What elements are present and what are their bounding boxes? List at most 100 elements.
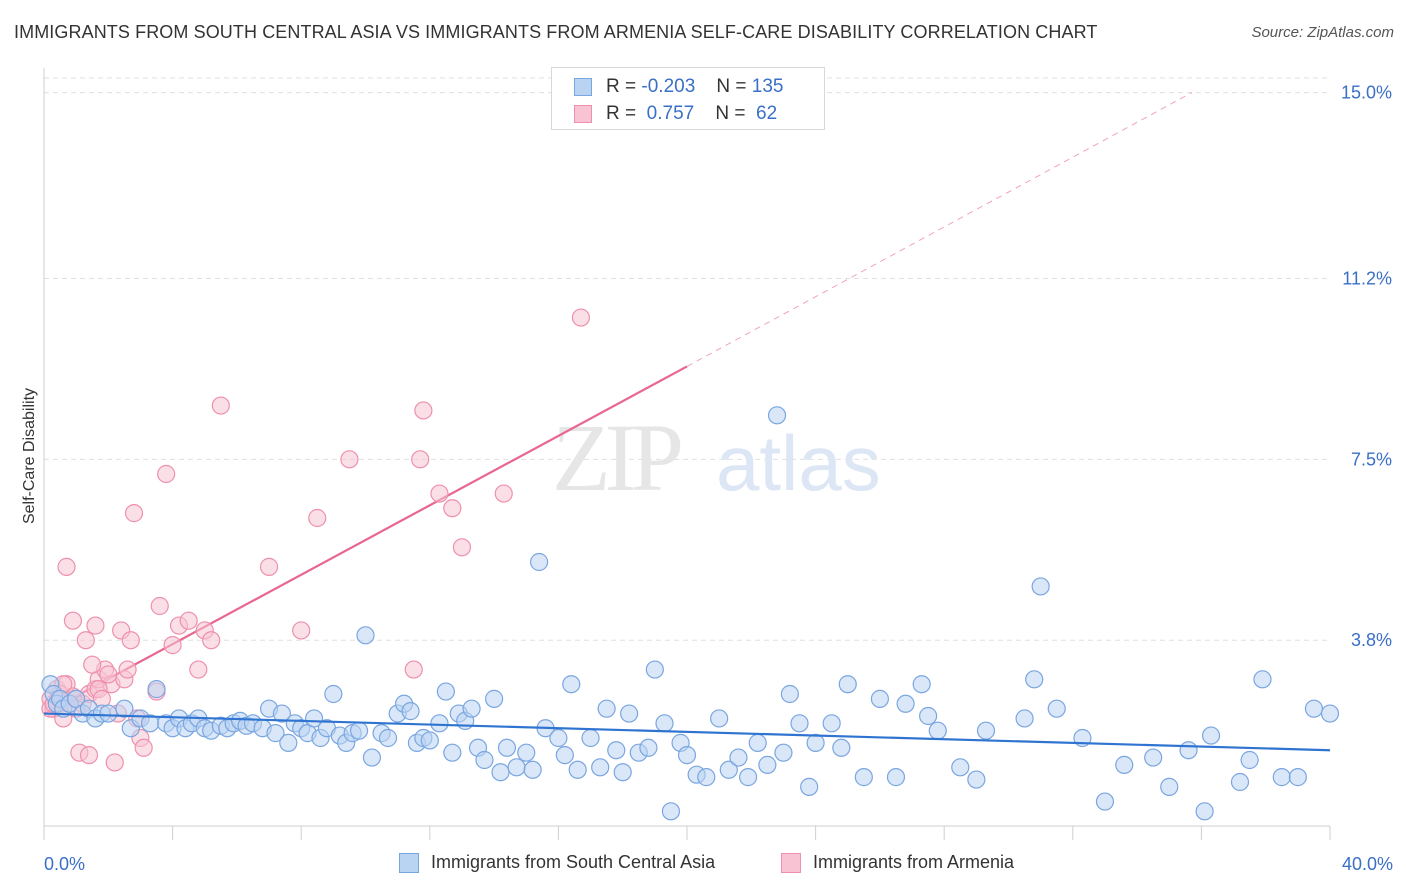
- south-central-asia-point: [591, 758, 610, 777]
- south-central-asia-point: [758, 755, 777, 774]
- south-central-asia-point: [748, 733, 767, 752]
- south-central-asia-point: [462, 699, 481, 718]
- south-central-asia-point: [613, 763, 632, 782]
- south-central-asia-point: [719, 760, 738, 779]
- armenia-point: [308, 508, 327, 528]
- south-central-asia-point: [115, 699, 134, 718]
- south-central-asia-trend-line: [43, 712, 1331, 752]
- south-central-asia-point: [780, 684, 799, 704]
- bottom-legend-south-central-asia: Immigrants from South Central Asia: [399, 852, 715, 873]
- armenia-point: [63, 611, 83, 630]
- south-central-asia-point: [562, 675, 581, 694]
- legend-row-armenia: R = 0.757 N = 62: [574, 102, 777, 126]
- armenia-trend-solid: [43, 365, 688, 715]
- armenia-point: [105, 753, 124, 772]
- gridlines: [44, 77, 1330, 641]
- legend-r-value: -0.203: [641, 76, 696, 97]
- south-central-asia-point: [401, 702, 420, 721]
- south-central-asia-point: [886, 768, 906, 787]
- south-central-asia-point: [800, 777, 819, 796]
- south-central-asia-point: [523, 760, 542, 779]
- armenia-point: [414, 401, 433, 420]
- south-central-asia-point: [1253, 670, 1272, 689]
- south-central-asia-point: [99, 704, 118, 723]
- bottom-legend-swatch-pink: [781, 852, 801, 873]
- armenia-point: [79, 746, 99, 765]
- south-central-asia-point: [555, 746, 574, 765]
- south-central-asia-point: [661, 802, 681, 821]
- south-central-asia-point: [655, 714, 674, 733]
- armenia-point: [452, 538, 472, 557]
- south-central-asia-point: [1095, 792, 1115, 811]
- south-central-asia-point: [896, 694, 915, 713]
- south-central-asia-point: [1240, 750, 1259, 770]
- south-central-asia-point: [697, 768, 716, 787]
- armenia-point: [76, 631, 95, 650]
- armenia-point: [494, 484, 513, 503]
- armenia-point: [150, 596, 169, 616]
- legend-r-label: R =: [606, 76, 637, 97]
- y-tick-label: 15.0%: [1341, 83, 1392, 103]
- armenia-point: [571, 308, 591, 327]
- y-tick-label: 11.2%: [1342, 268, 1392, 288]
- armenia-point: [124, 504, 144, 523]
- south-central-asia-point: [324, 684, 343, 704]
- x-tick-label-min: 0.0%: [44, 854, 85, 874]
- south-central-asia-point: [639, 738, 658, 757]
- armenia-point: [134, 738, 153, 757]
- armenia-point: [179, 611, 198, 630]
- south-central-asia-point: [919, 706, 938, 726]
- south-central-asia-point: [266, 724, 285, 743]
- south-central-asia-trend-solid: [43, 712, 1331, 752]
- legend-n-value: 62: [750, 103, 778, 124]
- south-central-asia-point: [620, 704, 639, 723]
- south-central-asia-point: [549, 728, 568, 748]
- south-central-asia-point: [517, 743, 536, 762]
- south-central-asia-point: [443, 743, 462, 762]
- armenia-point: [57, 557, 76, 576]
- legend-r-value: 0.757: [641, 103, 695, 124]
- south-central-asia-point: [738, 768, 758, 787]
- south-central-asia-point: [491, 763, 510, 782]
- south-central-asia-point: [597, 699, 616, 718]
- y-axis-label: Self-Care Disability: [21, 388, 38, 524]
- y-tick-label: 7.5%: [1351, 449, 1392, 469]
- south-central-asia-point: [420, 731, 439, 750]
- south-central-asia-point: [729, 748, 748, 767]
- south-central-asia-point: [272, 704, 292, 723]
- bottom-legend-label-blue: Immigrants from South Central Asia: [431, 852, 716, 872]
- legend-n-label: N =: [715, 103, 746, 124]
- south-central-asia-point: [1160, 777, 1179, 796]
- south-central-asia-point: [356, 626, 375, 645]
- legend-n-value: 135: [751, 76, 784, 97]
- south-central-asia-point: [568, 760, 587, 779]
- armenia-point: [99, 665, 118, 684]
- x-tick-label-max: 40.0%: [1342, 854, 1393, 874]
- armenia-point: [163, 636, 182, 655]
- armenia-trend-line: [43, 92, 1192, 715]
- armenia-point: [340, 450, 359, 469]
- armenia-point: [121, 631, 140, 650]
- armenia-trend-dashed: [686, 92, 1192, 367]
- armenia-point: [118, 660, 137, 679]
- armenia-point: [292, 621, 311, 640]
- south-central-asia-point: [279, 733, 298, 752]
- south-central-asia-point: [710, 709, 729, 728]
- south-central-asia-point: [1272, 768, 1291, 787]
- legend-row-south-central-asia: R = -0.203 N = 135: [574, 75, 783, 99]
- data-points: [41, 308, 1340, 821]
- bottom-legend-swatch-blue: [399, 852, 419, 873]
- armenia-point: [430, 484, 449, 503]
- south-central-asia-point: [838, 675, 857, 694]
- armenia-point: [411, 450, 430, 469]
- south-central-asia-point: [1179, 741, 1198, 760]
- south-central-asia-point: [430, 714, 449, 733]
- south-central-asia-point: [147, 680, 166, 699]
- south-central-asia-point: [1304, 699, 1324, 718]
- armenia-point: [189, 660, 208, 679]
- south-central-asia-point: [1230, 772, 1250, 792]
- armenia-point: [404, 660, 423, 679]
- south-central-asia-point: [475, 750, 494, 770]
- stats-legend: R = -0.203 N = 135 R = 0.757 N = 62: [551, 67, 825, 130]
